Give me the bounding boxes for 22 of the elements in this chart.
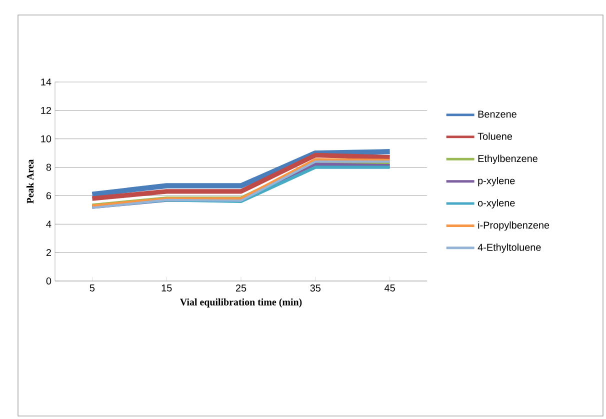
legend-label: Toluene: [478, 132, 512, 140]
legend-label: o-xylene: [478, 199, 515, 208]
y-tick-label: 8: [46, 164, 52, 171]
legend-label: 4-Ethyltoluene: [478, 244, 541, 253]
y-tick-label: 4: [46, 220, 52, 228]
y-tick-label: 14: [41, 78, 52, 86]
legend-label: Benzene: [478, 110, 516, 118]
x-tick-label: 25: [236, 284, 246, 292]
x-tick-label: 15: [162, 284, 172, 292]
y-tick-label: 10: [41, 135, 52, 142]
x-tick-label: 5: [90, 284, 95, 292]
y-tick-label: 0: [46, 277, 52, 285]
x-tick-label: 45: [384, 284, 395, 292]
x-axis-title: Vial equilibration time (min): [180, 298, 302, 308]
y-tick-label: 12: [41, 106, 51, 114]
y-axis-title: Peak Area: [26, 159, 34, 204]
x-tick-label: 35: [310, 284, 321, 292]
y-tick-label: 6: [46, 192, 52, 200]
y-tick-label: 2: [46, 249, 51, 256]
legend-label: p-xylene: [478, 176, 515, 186]
legend-label: i-Propylbenzene: [478, 221, 550, 231]
legend-label: Ethylbenzene: [478, 154, 538, 164]
